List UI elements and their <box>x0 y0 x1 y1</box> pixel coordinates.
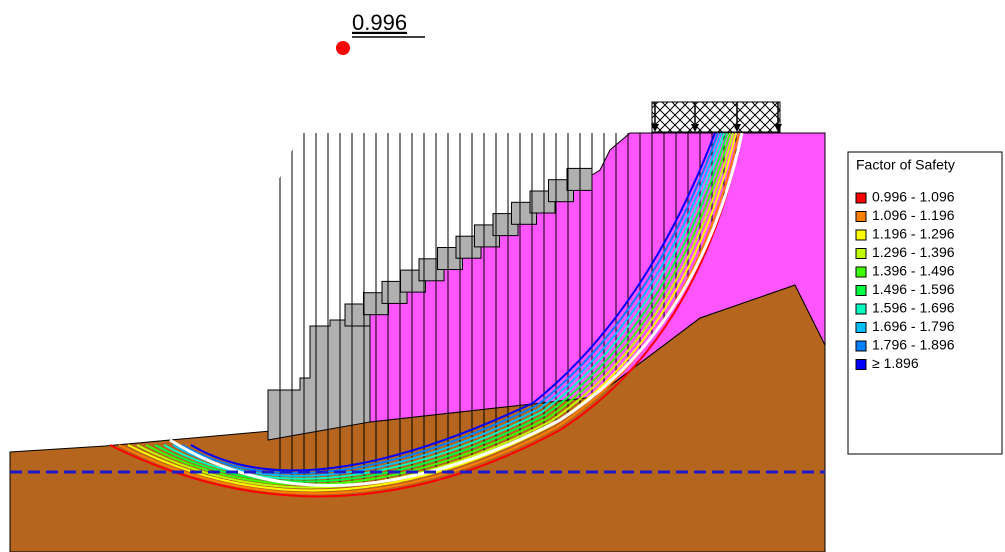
legend-swatch <box>855 248 867 259</box>
legend-swatch <box>855 285 867 296</box>
legend-label: 1.096 - 1.196 <box>872 207 955 223</box>
slip-surface <box>109 132 743 498</box>
legend-swatch <box>855 322 867 333</box>
legend-label: ≥ 1.896 <box>872 355 919 371</box>
slip-center <box>336 41 350 55</box>
legend-label: 1.296 - 1.396 <box>872 244 955 260</box>
legend-swatch <box>855 211 867 222</box>
critical-surface <box>169 132 744 487</box>
legend-title: Factor of Safety <box>856 157 955 173</box>
legend-swatch <box>855 359 867 370</box>
slip-surface <box>190 132 716 472</box>
legend-label: 1.596 - 1.696 <box>872 300 955 316</box>
load-arrowhead <box>651 124 659 132</box>
legend-label: 1.696 - 1.796 <box>872 318 955 334</box>
load-arrowhead <box>774 124 782 132</box>
surcharge-load <box>651 101 781 133</box>
slip-surface <box>163 132 725 480</box>
legend-box <box>847 151 1003 455</box>
legend-swatch <box>855 340 867 352</box>
legend-label: 1.396 - 1.496 <box>872 263 955 279</box>
slip-surfaces <box>109 132 743 498</box>
slip-surface <box>172 132 722 477</box>
wall <box>267 319 371 441</box>
load-arrowhead <box>691 124 699 132</box>
load-arrows <box>651 102 782 132</box>
legend-label: 0.996 - 1.096 <box>872 189 955 205</box>
slip-surface <box>145 132 731 486</box>
legend-label: 1.496 - 1.596 <box>872 281 955 297</box>
legend-swatch <box>855 303 867 315</box>
load-arrowhead <box>733 124 741 132</box>
legend-swatch <box>855 229 867 241</box>
legend-swatch <box>855 266 867 278</box>
legend-label: 1.196 - 1.296 <box>872 226 955 242</box>
legend-swatch <box>855 192 867 204</box>
legend-label: 1.796 - 1.896 <box>872 337 955 353</box>
slip-surface <box>136 132 734 489</box>
fos-label: 0.996 <box>352 10 407 35</box>
slip-surface <box>118 132 740 495</box>
